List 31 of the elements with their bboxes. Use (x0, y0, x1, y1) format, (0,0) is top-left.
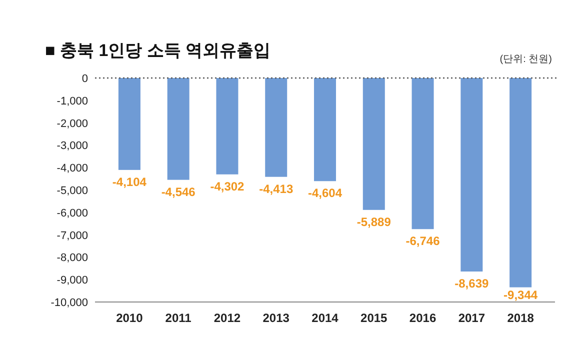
data-label: -5,889 (356, 214, 392, 229)
data-label: -4,302 (210, 179, 245, 194)
data-label: -4,104 (112, 174, 147, 189)
data-label: -4,546 (161, 184, 196, 199)
chart-title: ■ 충북 1인당 소득 역외유출입 (45, 41, 271, 60)
data-label: -4,604 (308, 186, 342, 200)
y-tick-label: -5,000 (56, 185, 88, 197)
data-label: -6,746 (406, 234, 440, 248)
y-tick-label: -9,000 (56, 274, 88, 287)
data-label: -4,413 (259, 182, 294, 196)
data-label: -9,344 (504, 288, 538, 302)
text: (단위: 천원) (500, 54, 552, 65)
y-tick-label: -8,000 (56, 252, 88, 264)
y-tick-label: -2,000 (56, 118, 88, 130)
y-tick-label: 0 (82, 73, 88, 85)
x-tick-label: 2013 (262, 311, 290, 325)
x-tick-label: 2017 (458, 311, 486, 325)
y-tick-label: -3,000 (56, 140, 88, 152)
x-tick-label: 2010 (116, 311, 144, 325)
y-tick-label: -6,000 (56, 207, 88, 220)
y-tick-label: -4,000 (56, 162, 88, 175)
x-tick-label: 2011 (165, 311, 192, 325)
y-tick-label: -7,000 (56, 230, 88, 242)
y-tick-label: -1,000 (56, 95, 88, 108)
x-tick-label: 2012 (214, 311, 241, 325)
x-tick-label: 2015 (360, 311, 388, 325)
y-tick-label: -10,000 (50, 297, 88, 309)
x-tick-label: 2018 (507, 311, 534, 325)
x-tick-label: 2014 (312, 311, 339, 325)
data-label: -8,639 (454, 276, 490, 291)
x-tick-label: 2016 (409, 311, 436, 325)
